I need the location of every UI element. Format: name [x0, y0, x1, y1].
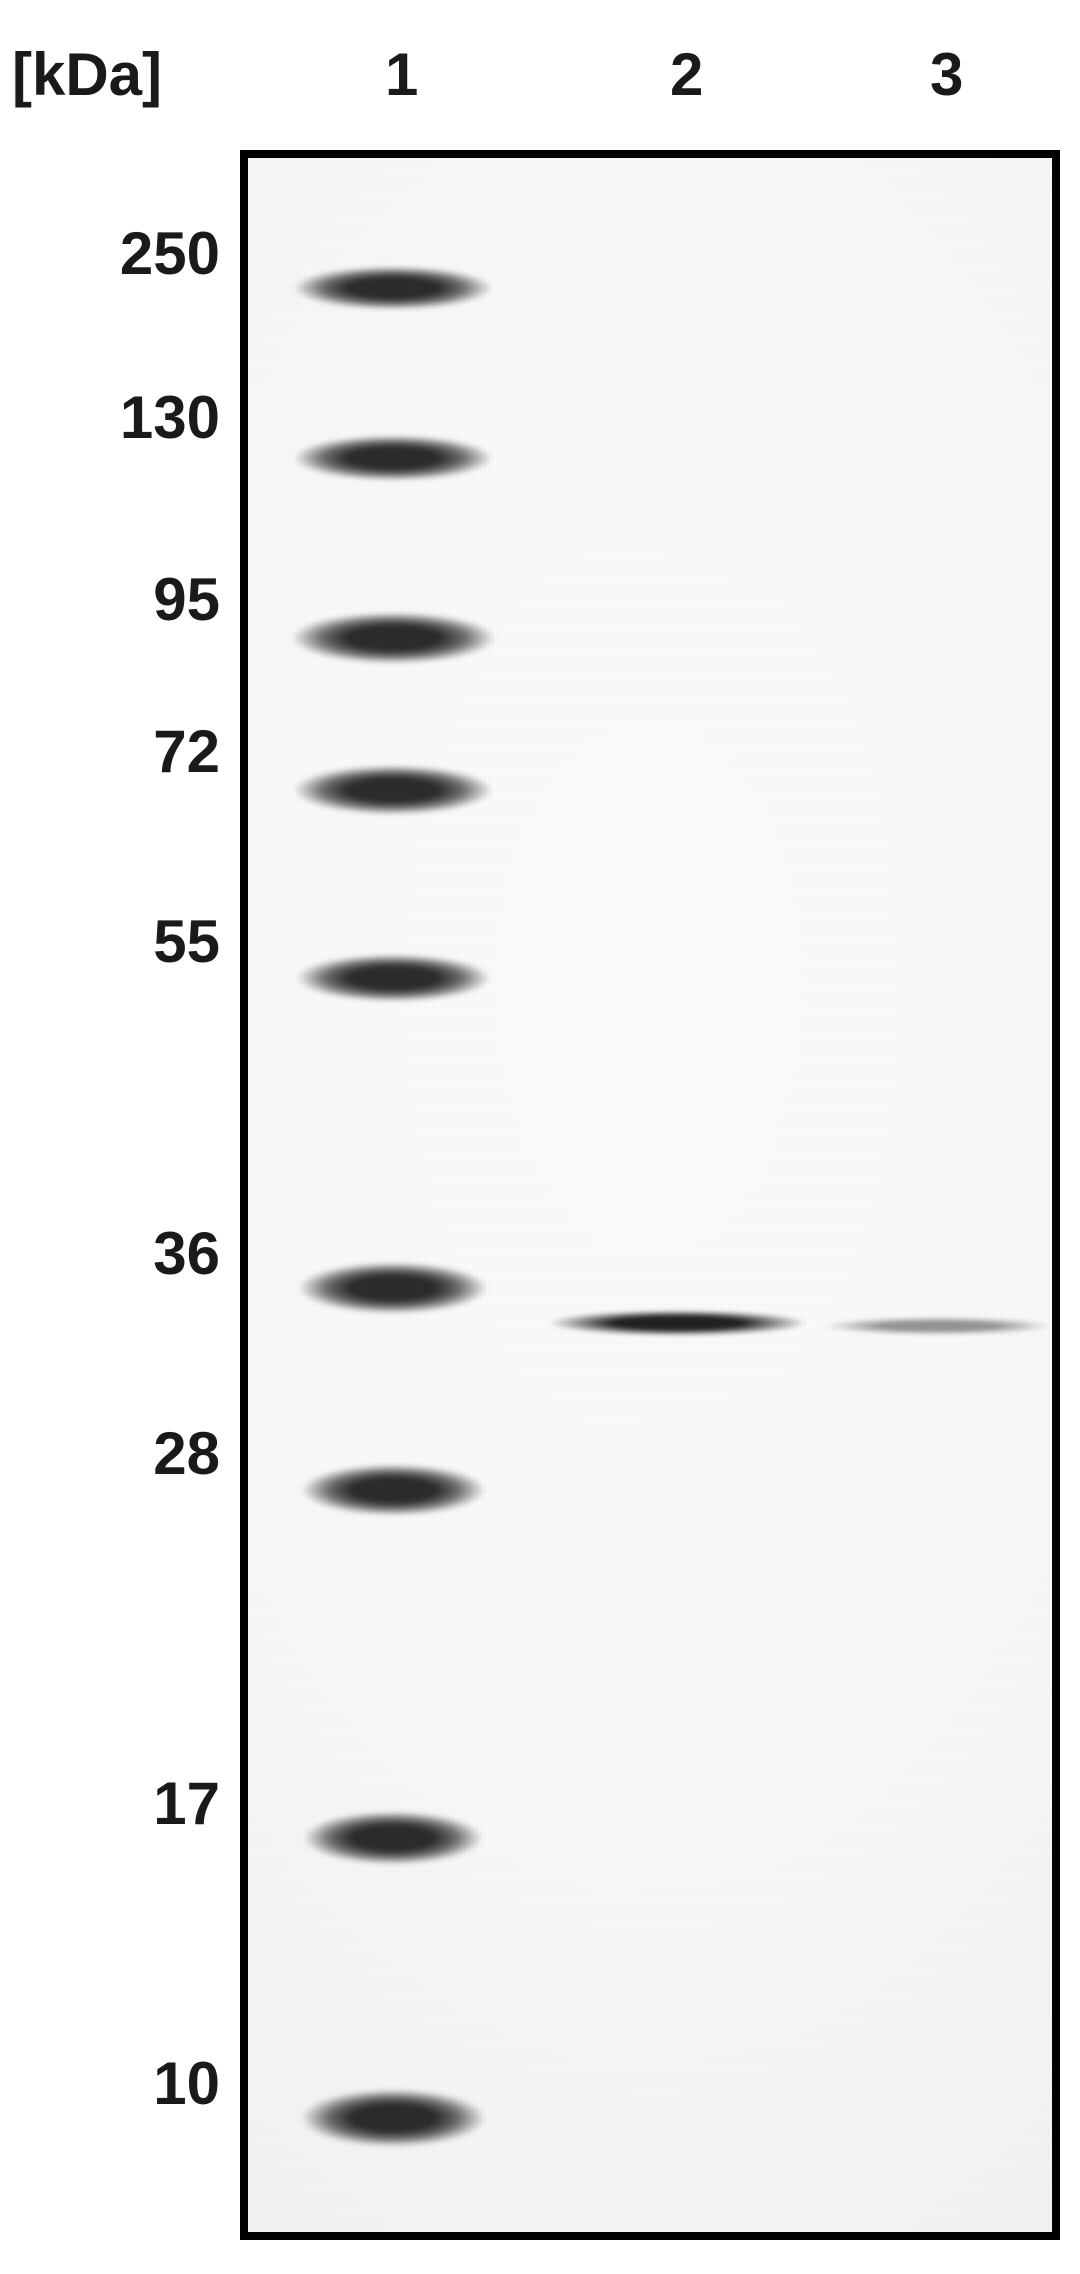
- marker-label: 36: [0, 1219, 220, 1288]
- marker-label: 130: [0, 383, 220, 452]
- sample-band: [548, 1310, 808, 1336]
- sample-band: [823, 1317, 1053, 1335]
- ladder-band: [296, 954, 491, 1002]
- marker-label: 250: [0, 219, 220, 288]
- ladder-band: [301, 1464, 486, 1516]
- blot-membrane-frame: [240, 150, 1060, 2240]
- marker-label: 28: [0, 1419, 220, 1488]
- ladder-band: [291, 612, 496, 664]
- ladder-band: [293, 266, 493, 310]
- marker-label: 72: [0, 717, 220, 786]
- lane-header-3: 3: [930, 40, 963, 109]
- lane-header-1: 1: [385, 40, 418, 109]
- ladder-band: [298, 1262, 488, 1314]
- marker-label: 10: [0, 2049, 220, 2118]
- kda-unit-label: [kDa]: [12, 40, 162, 109]
- marker-label: 95: [0, 565, 220, 634]
- ladder-band: [301, 2089, 486, 2147]
- marker-label: 17: [0, 1769, 220, 1838]
- ladder-band: [303, 1811, 483, 1865]
- lane-header-2: 2: [670, 40, 703, 109]
- figure-root: [kDa] 1 2 3 250 130 95 72 55 36 28 17 10: [0, 0, 1080, 2274]
- marker-label: 55: [0, 907, 220, 976]
- ladder-band: [293, 435, 493, 481]
- ladder-band: [293, 765, 493, 815]
